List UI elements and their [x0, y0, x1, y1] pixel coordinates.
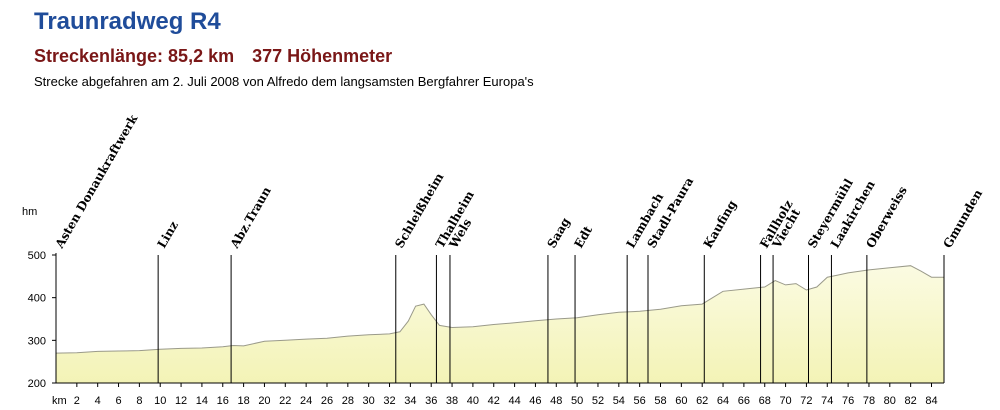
x-tick-label: 32	[383, 395, 395, 407]
x-tick-label: 6	[115, 395, 121, 407]
x-tick-label: 10	[154, 395, 166, 407]
y-tick-label: 200	[28, 378, 46, 390]
x-axis-label: km	[52, 395, 67, 407]
place-label: Gmunden	[940, 187, 985, 251]
x-tick-label: 36	[425, 395, 437, 407]
x-tick-label: 80	[884, 395, 896, 407]
x-tick-label: 70	[779, 395, 791, 407]
x-tick-label: 74	[821, 395, 833, 407]
place-label: Linz	[155, 219, 181, 251]
x-tick-label: 48	[550, 395, 562, 407]
elevation-gain: 377 Höhenmeter	[252, 46, 393, 66]
place-labels: Asten Donaukraftwerk Linz Abz.Traun Schleiß…	[52, 112, 985, 252]
x-tick-label: 60	[675, 395, 687, 407]
x-tick-label: 58	[654, 395, 666, 407]
x-tick-label: 28	[342, 395, 354, 407]
y-axis-label: hm	[22, 206, 37, 218]
place-label: Asten Donaukraftwerk	[52, 112, 141, 252]
x-tick-label: 62	[696, 395, 708, 407]
x-tick-label: 46	[529, 395, 541, 407]
y-tick-label: 400	[28, 293, 46, 305]
x-tick-label: 44	[508, 395, 520, 407]
x-tick-label: 16	[217, 395, 229, 407]
place-label: Edt	[572, 223, 596, 250]
x-tick-label: 54	[613, 395, 625, 407]
x-tick-label: 38	[446, 395, 458, 407]
x-tick-label: 78	[863, 395, 875, 407]
x-tick-label: 24	[300, 395, 312, 407]
x-tick-label: 12	[175, 395, 187, 407]
route-summary: Streckenlänge: 85,2 km 377 Höhenmeter	[34, 46, 392, 67]
x-tick-label: 76	[842, 395, 854, 407]
x-tick-label: 42	[488, 395, 500, 407]
x-tick-label: 52	[592, 395, 604, 407]
x-tick-label: 84	[925, 395, 937, 407]
x-tick-label: 8	[136, 395, 142, 407]
place-label: Abz.Traun	[227, 184, 274, 251]
ride-note: Strecke abgefahren am 2. Juli 2008 von A…	[34, 74, 534, 89]
area-layer	[55, 265, 945, 383]
x-tick-label: 26	[321, 395, 333, 407]
x-tick-label: 18	[237, 395, 249, 407]
x-tick-label: 14	[196, 395, 208, 407]
x-tick-label: 40	[467, 395, 479, 407]
page-title: Traunradweg R4	[34, 8, 221, 35]
y-tick-label: 300	[28, 335, 46, 347]
x-tick-label: 82	[905, 395, 917, 407]
y-tick-label: 500	[28, 250, 46, 262]
x-tick-label: 66	[738, 395, 750, 407]
x-tick-label: 50	[571, 395, 583, 407]
x-tick-label: 20	[258, 395, 270, 407]
x-tick-label: 34	[404, 395, 416, 407]
elevation-line	[55, 265, 944, 354]
x-tick-label: 56	[634, 395, 646, 407]
x-tick-label: 30	[363, 395, 375, 407]
route-length: Streckenlänge: 85,2 km	[34, 46, 235, 66]
x-tick-label: 72	[800, 395, 812, 407]
x-tick-label: 64	[717, 395, 729, 407]
x-tick-label: 4	[95, 395, 101, 407]
x-tick-label: 22	[279, 395, 291, 407]
place-label: Saag	[544, 215, 573, 251]
x-tick-label: 2	[74, 395, 80, 407]
place-label: Kaufing	[701, 197, 740, 250]
x-tick-label: 68	[759, 395, 771, 407]
